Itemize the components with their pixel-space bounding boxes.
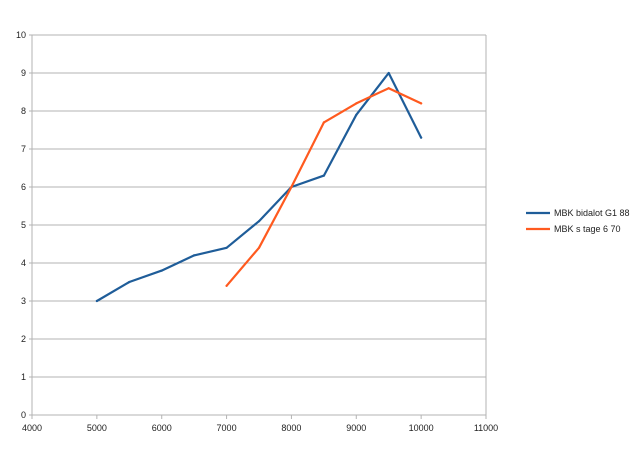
x-tick-label: 9000 [346,423,366,433]
y-tick-label: 8 [21,106,26,116]
series-2-point [257,246,261,249]
series-2-point [355,102,358,105]
x-tick-label: 7000 [217,423,237,433]
axes [29,34,487,419]
x-tick-label: 6000 [152,423,172,433]
series-1-point [355,113,358,116]
y-tick-label: 7 [21,144,26,154]
series-1-point [322,174,325,177]
series-1-point [193,254,196,257]
series-1-point [257,220,261,223]
series-1-point [160,269,163,272]
legend: MBK bidalot G1 88 MBK s tage 6 70 [526,208,630,234]
y-tick-label: 9 [21,68,26,78]
series-2-point [225,284,228,287]
x-tick-label: 11000 [474,423,498,433]
series-2-point [322,121,325,124]
y-tick-label: 4 [21,258,26,268]
series-lines [95,71,423,303]
y-tick-label: 6 [21,182,26,192]
series-1-point [128,280,131,284]
series-1-point [225,246,228,249]
y-tick-label: 10 [16,30,26,40]
series-1-point [420,136,423,139]
y-tick-label: 1 [21,372,26,382]
y-axis-tick-labels: 0 1 2 3 4 5 6 7 8 9 10 [16,30,26,420]
series-2-point [387,87,390,90]
x-tick-label: 8000 [281,423,301,433]
x-tick-label: 4000 [22,423,42,433]
y-tick-label: 2 [21,334,26,344]
series-1-point [387,71,390,75]
series-1-point [95,299,98,303]
legend-label-2: MBK s tage 6 70 [554,224,621,234]
x-tick-label: 10000 [409,423,434,433]
series-2-point [420,102,423,105]
y-tick-label: 0 [21,410,26,420]
x-axis-tick-labels: 4000 5000 6000 7000 8000 9000 10000 11000 [22,423,498,433]
y-tick-label: 3 [21,296,26,306]
y-tick-label: 5 [21,220,26,230]
x-tick-label: 5000 [87,423,107,433]
series-2-point [290,185,293,189]
grid-lines [32,34,486,416]
legend-label-1: MBK bidalot G1 88 [554,208,630,218]
